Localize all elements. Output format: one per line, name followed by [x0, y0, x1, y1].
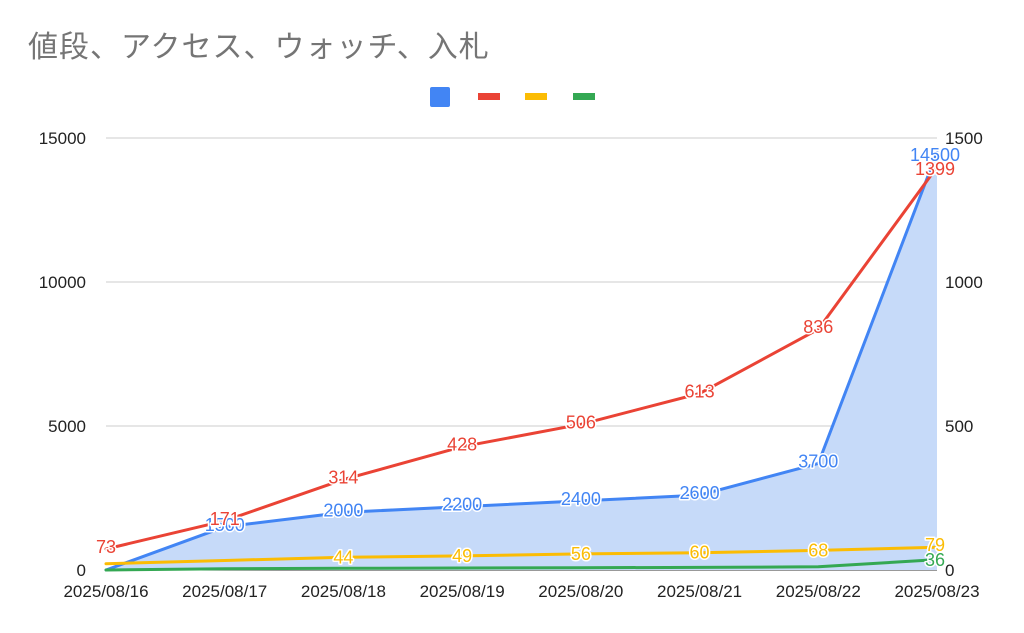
- y-left-tick-label: 10000: [39, 273, 86, 292]
- x-tick-label: 2025/08/17: [182, 582, 267, 601]
- x-tick-label: 2025/08/18: [301, 582, 386, 601]
- data-label: 314: [328, 468, 358, 488]
- data-label: 56: [571, 544, 591, 564]
- data-label: 2600: [680, 483, 720, 503]
- legend-swatch-price: [430, 87, 450, 107]
- data-label: 2200: [442, 495, 482, 515]
- data-label: 428: [447, 435, 477, 455]
- legend-swatch-watch: [525, 93, 547, 100]
- series-price-area: [106, 152, 937, 570]
- data-label: 44: [333, 547, 353, 567]
- data-label: 73: [96, 537, 116, 557]
- chart-title: 値段、アクセス、ウォッチ、入札: [28, 30, 490, 65]
- series-watch-line: [104, 545, 939, 566]
- y-left-tick-label: 15000: [39, 129, 86, 148]
- data-label: 1500: [205, 515, 245, 535]
- data-label: 60: [690, 543, 710, 563]
- x-tick-label: 2025/08/19: [420, 582, 505, 601]
- data-label: 1399: [915, 159, 955, 179]
- data-label: 171: [210, 509, 240, 529]
- series-access-line: [104, 165, 939, 551]
- data-label: 836: [803, 317, 833, 337]
- x-tick-label: 2025/08/20: [538, 582, 623, 601]
- data-label: 36: [925, 550, 945, 570]
- y-right-tick-label: 1000: [945, 273, 983, 292]
- data-label: 2000: [323, 500, 363, 520]
- x-tick-label: 2025/08/23: [894, 582, 979, 601]
- legend-swatch-bid: [573, 93, 595, 100]
- y-left-tick-label: 0: [77, 561, 86, 580]
- series-price-line: [104, 150, 939, 572]
- y-right-tick-label: 1500: [945, 129, 983, 148]
- legend-swatch-access: [478, 93, 500, 100]
- data-label: 49: [452, 546, 472, 566]
- data-label: 613: [685, 381, 715, 401]
- data-label: 506: [566, 412, 596, 432]
- x-tick-label: 2025/08/16: [63, 582, 148, 601]
- y-right-tick-label: 0: [945, 561, 954, 580]
- data-label: 3700: [798, 451, 838, 471]
- x-tick-label: 2025/08/22: [776, 582, 861, 601]
- x-tick-label: 2025/08/21: [657, 582, 742, 601]
- y-right-tick-label: 500: [945, 417, 973, 436]
- y-left-tick-label: 5000: [48, 417, 86, 436]
- data-label: 68: [808, 540, 828, 560]
- data-label: 2400: [561, 489, 601, 509]
- data-label: 14500: [910, 145, 960, 165]
- series-bid-line: [104, 558, 939, 572]
- data-label: 79: [925, 535, 945, 555]
